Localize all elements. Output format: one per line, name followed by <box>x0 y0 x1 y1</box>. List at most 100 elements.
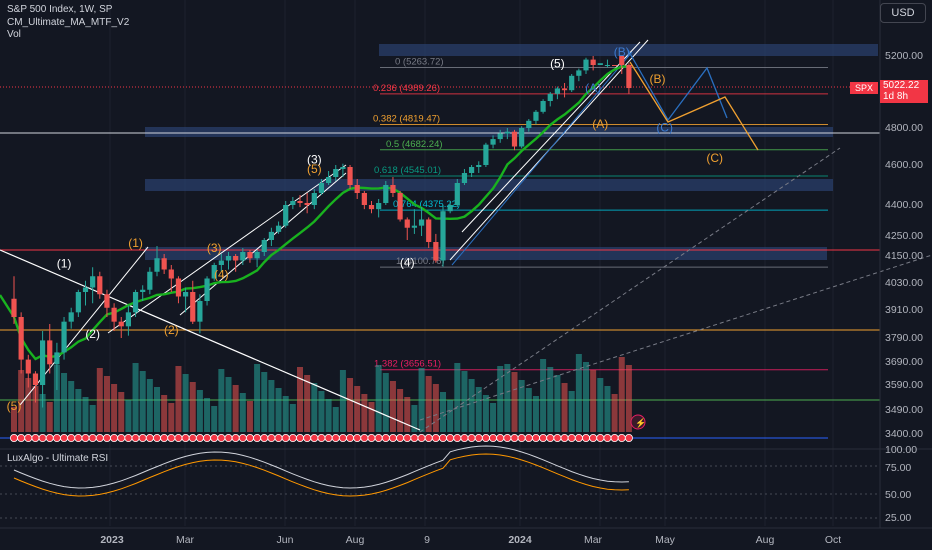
volume-bar <box>304 375 311 432</box>
rsi-axis-label: 25.00 <box>885 512 911 524</box>
volume-bar <box>218 369 225 432</box>
price-axis-label: 3490.00 <box>885 404 923 416</box>
candle-body <box>597 63 603 65</box>
volume-bar <box>404 397 411 432</box>
price-axis-label: 4400.00 <box>885 199 923 211</box>
volume-bar <box>261 372 268 432</box>
candle-body <box>204 278 210 301</box>
event-marker <box>110 433 119 442</box>
candle-body <box>32 373 39 385</box>
wave-label: (1) <box>57 256 72 270</box>
currency-button[interactable]: USD <box>880 3 926 23</box>
event-marker <box>217 433 226 442</box>
event-marker <box>181 433 190 442</box>
candle-body <box>497 133 503 140</box>
event-marker <box>617 433 626 442</box>
candle-body <box>40 340 46 385</box>
volume-bar <box>411 405 418 432</box>
candle-body <box>454 183 460 205</box>
volume-bar <box>125 400 132 432</box>
candle-body <box>68 312 74 322</box>
event-marker <box>360 433 369 442</box>
event-marker <box>546 433 555 442</box>
rsi-axis-label: 100.00 <box>885 444 917 456</box>
moving-average-line <box>0 65 629 361</box>
event-marker <box>589 433 598 442</box>
candle-body <box>247 252 253 259</box>
time-axis-label: Mar <box>176 534 195 546</box>
event-marker <box>102 433 111 442</box>
candle-body <box>283 205 289 226</box>
volume-bar <box>275 388 282 432</box>
volume-bar <box>175 366 182 432</box>
event-marker <box>295 433 304 442</box>
candle-body <box>225 256 232 261</box>
candle-body <box>18 317 24 360</box>
candle-body <box>297 201 303 203</box>
volume-bar <box>18 370 25 432</box>
volume-bar <box>32 386 39 432</box>
candle-body <box>590 59 596 65</box>
volume-bar <box>397 389 404 432</box>
candle-body <box>161 258 167 270</box>
candle-body <box>547 93 553 101</box>
event-marker <box>303 433 312 442</box>
volume-bar <box>268 380 275 432</box>
event-marker <box>267 433 276 442</box>
candle-body <box>61 321 67 353</box>
candle-body <box>469 167 475 173</box>
event-marker <box>446 433 455 442</box>
volume-bar <box>540 359 547 432</box>
event-marker <box>417 433 426 442</box>
candle-body <box>197 301 203 322</box>
candle-body <box>168 269 174 279</box>
event-marker <box>324 433 333 442</box>
event-marker <box>531 433 540 442</box>
event-marker <box>567 433 576 442</box>
volume-bar <box>204 398 211 432</box>
rsi-indicator-label[interactable]: LuxAlgo - Ultimate RSI <box>7 453 109 464</box>
price-axis-label: 3790.00 <box>885 332 923 344</box>
volume-bar <box>354 386 361 432</box>
candle-body <box>125 312 131 327</box>
event-marker <box>38 433 47 442</box>
rsi-axis-label: 75.00 <box>885 462 911 474</box>
trend-line <box>107 164 347 334</box>
volume-bar <box>597 378 604 432</box>
volume-bar <box>103 376 110 432</box>
candle-body <box>47 340 53 365</box>
volume-bar <box>46 402 53 432</box>
candle-body <box>275 225 282 232</box>
candle-body <box>361 193 367 205</box>
rsi-line <box>13 445 629 489</box>
candle-body <box>333 169 339 177</box>
candle-body <box>154 258 160 272</box>
volume-bar <box>75 389 82 432</box>
projection-path-blue <box>627 49 728 122</box>
event-marker <box>574 433 583 442</box>
event-marker <box>31 433 40 442</box>
volume-bar <box>182 374 189 432</box>
candle-body <box>347 167 353 185</box>
price-axis-label: 3910.00 <box>885 304 923 316</box>
event-marker <box>467 433 476 442</box>
volume-bar <box>168 403 175 432</box>
ma-indicator-label[interactable]: CM_Ultimate_MA_MTF_V2 <box>7 16 130 28</box>
candle-body <box>190 292 196 322</box>
price-axis-label: 3590.00 <box>885 379 923 391</box>
volume-bar <box>611 394 618 432</box>
candle-body <box>569 75 575 91</box>
volume-indicator-label[interactable]: Vol <box>7 29 21 40</box>
volume-bar <box>583 362 589 432</box>
event-marker <box>410 433 419 442</box>
wave-label: (C) <box>706 151 723 165</box>
time-axis-label: Aug <box>346 534 365 546</box>
candle-body <box>211 265 217 279</box>
fib-label: 1 (4100.76) <box>396 256 445 267</box>
rsi-axis-label: 50.00 <box>885 489 911 501</box>
volume-bar <box>325 399 332 432</box>
volume-bar <box>53 365 60 432</box>
volume-bar <box>454 363 461 432</box>
volume-bar <box>211 406 218 432</box>
